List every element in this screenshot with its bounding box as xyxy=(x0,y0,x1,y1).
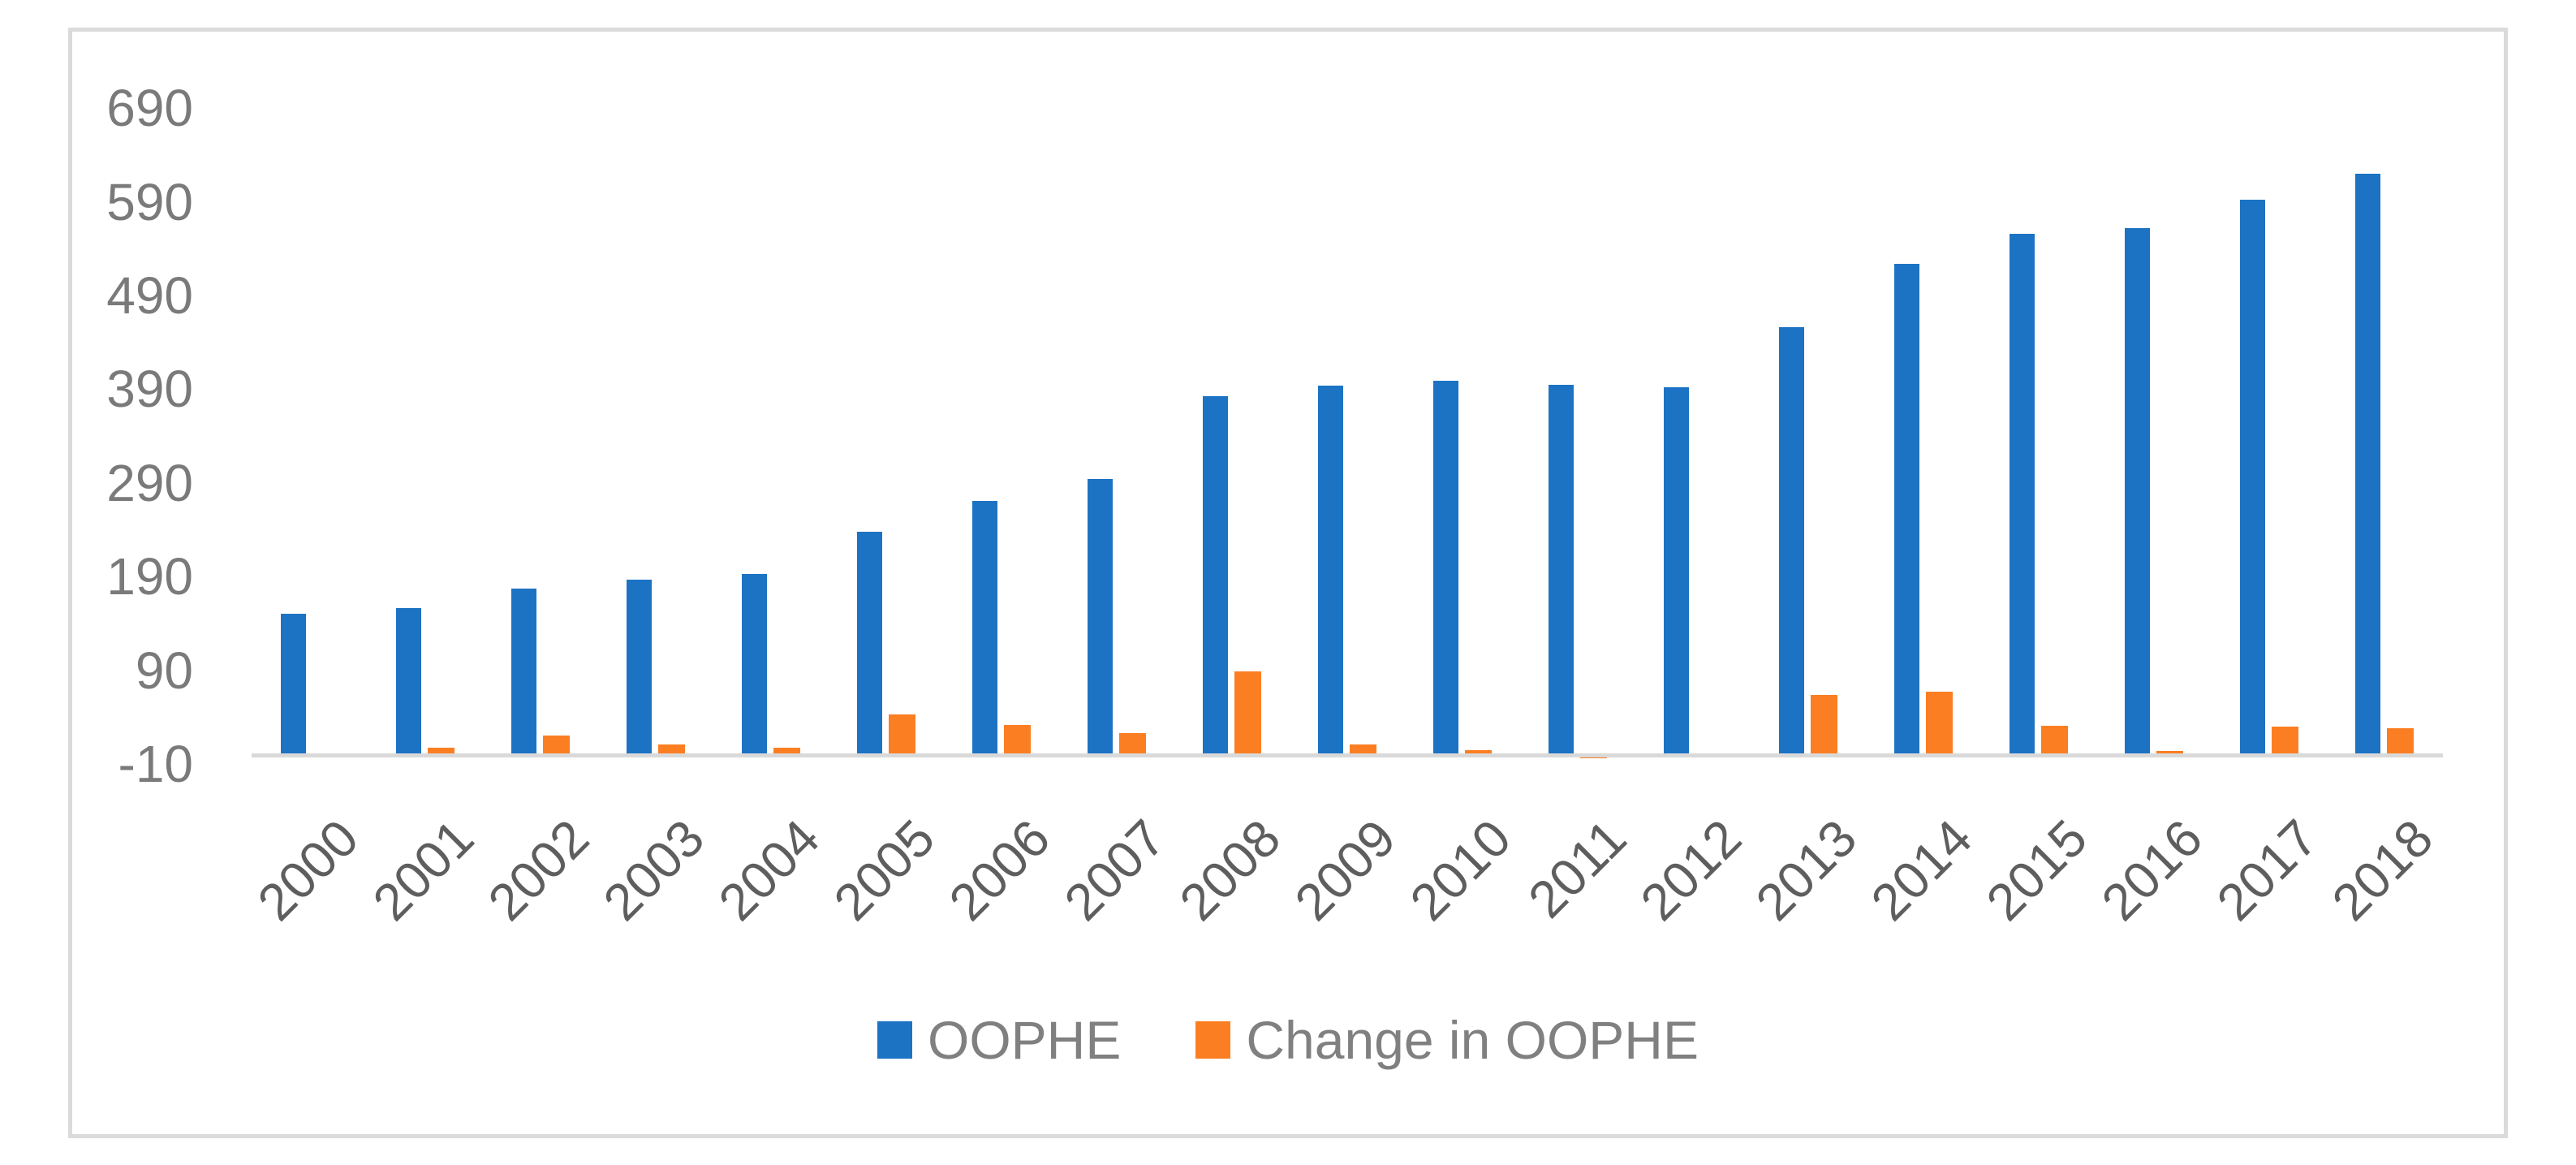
y-tick-label-390: 390 xyxy=(106,360,193,419)
bar-oophe-2018 xyxy=(2354,174,2381,755)
bar-change-2009 xyxy=(1350,744,1376,755)
bar-change-2002 xyxy=(543,736,570,755)
bar-change-2018 xyxy=(2387,728,2414,755)
bar-oophe-2016 xyxy=(2124,227,2151,755)
x-axis-line xyxy=(252,753,2443,757)
bar-oophe-2007 xyxy=(1087,479,1114,755)
bar-oophe-2015 xyxy=(2009,233,2035,755)
bar-change-2017 xyxy=(2272,726,2298,755)
bar-change-2005 xyxy=(889,714,915,755)
bar-change-2004 xyxy=(773,748,800,755)
legend-label-oophe: OOPHE xyxy=(927,1010,1122,1070)
bar-change-2006 xyxy=(1004,724,1031,755)
y-tick-label-590: 590 xyxy=(106,172,193,231)
bar-oophe-2003 xyxy=(626,579,653,755)
bar-oophe-2012 xyxy=(1663,387,1690,755)
y-tick-label-690: 690 xyxy=(106,79,193,138)
bar-change-2013 xyxy=(1811,694,1837,755)
bar-oophe-2008 xyxy=(1202,395,1229,755)
bar-oophe-2009 xyxy=(1317,385,1344,755)
bar-oophe-2006 xyxy=(971,500,998,755)
y-tick-label-290: 290 xyxy=(106,453,193,512)
bar-change-2015 xyxy=(2041,725,2068,755)
bar-change-2014 xyxy=(1926,692,1953,755)
bar-change-2001 xyxy=(428,748,454,755)
bar-oophe-2000 xyxy=(280,614,307,755)
bar-change-2010 xyxy=(1465,749,1492,755)
y-tick-label-490: 490 xyxy=(106,266,193,326)
y-tick-label--10: -10 xyxy=(118,735,194,794)
bar-oophe-2011 xyxy=(1548,384,1574,755)
y-tick-label-190: 190 xyxy=(106,547,193,606)
bar-oophe-2002 xyxy=(510,589,537,755)
bar-change-2016 xyxy=(2156,750,2183,755)
legend-label-change-in-oophe: Change in OOPHE xyxy=(1246,1010,1699,1070)
oophe-series-swatch-icon xyxy=(877,1021,912,1059)
bar-oophe-2005 xyxy=(856,531,883,755)
bar-change-2007 xyxy=(1119,732,1146,755)
legend-item-oophe: OOPHE xyxy=(877,1013,1121,1067)
bar-oophe-2014 xyxy=(1893,263,1920,755)
bar-oophe-2010 xyxy=(1432,381,1459,755)
chart-border xyxy=(68,28,2508,1138)
legend: OOPHE Change in OOPHE xyxy=(0,1013,2576,1067)
bar-oophe-2004 xyxy=(741,573,768,755)
bar-oophe-2013 xyxy=(1778,327,1805,755)
legend-item-change-in-oophe: Change in OOPHE xyxy=(1195,1013,1699,1067)
bar-change-2008 xyxy=(1234,671,1261,755)
change-series-swatch-icon xyxy=(1195,1021,1231,1059)
bar-oophe-2001 xyxy=(395,608,422,755)
bar-oophe-2017 xyxy=(2239,200,2266,755)
bar-change-2003 xyxy=(658,744,685,755)
y-tick-label-90: 90 xyxy=(135,641,193,700)
